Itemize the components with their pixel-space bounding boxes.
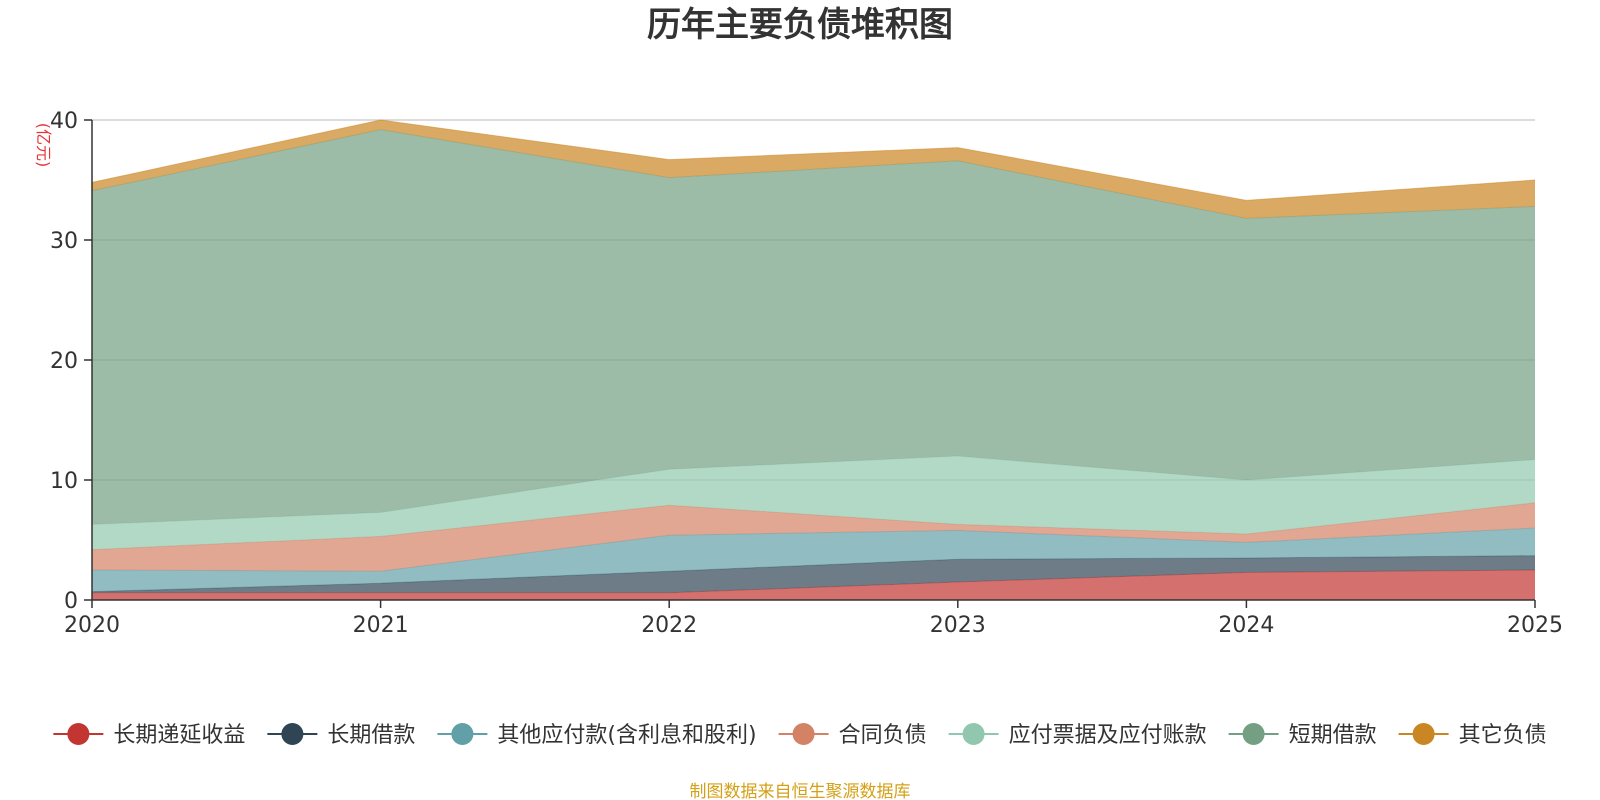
legend-marker-icon [67, 723, 90, 745]
x-axis-ticks: 2020 2021 2022 2023 2024 2025 [64, 600, 1563, 638]
legend-marker-icon [451, 723, 474, 745]
legend-marker-icon [792, 723, 815, 745]
legend-label: 其他应付款(含利息和股利) [497, 723, 756, 748]
area-series-4 [92, 502, 1535, 572]
legend-label: 长期借款 [327, 723, 415, 748]
area-series-3 [92, 528, 1535, 592]
legend-item[interactable]: 其它负债 [1398, 723, 1547, 748]
legend-item[interactable]: 长期借款 [267, 723, 415, 748]
x-tick-label: 2021 [353, 613, 409, 638]
x-tick-label: 2022 [641, 613, 697, 638]
legend-marker-icon [281, 723, 304, 745]
x-tick-label: 2025 [1507, 613, 1563, 638]
legend-label: 其它负债 [1459, 723, 1547, 748]
x-tick-label: 2024 [1218, 613, 1274, 638]
legend-item[interactable]: 长期递延收益 [53, 723, 245, 748]
y-tick-label: 40 [50, 109, 78, 134]
area-series-6 [92, 129, 1535, 525]
y-tick-label: 30 [50, 229, 78, 254]
source-note: 制图数据来自恒生聚源数据库 [690, 782, 911, 800]
legend-marker-icon [1412, 723, 1435, 745]
legend: 长期递延收益 长期借款 其他应付款(含利息和股利) 合同负债 应付票据及应付账款 短期借款… [53, 723, 1547, 748]
legend-item[interactable]: 其他应付款(含利息和股利) [437, 723, 757, 748]
series-areas [91, 119, 1536, 600]
legend-item[interactable]: 合同负债 [778, 723, 927, 748]
legend-marker-icon [962, 723, 985, 745]
y-tick-label: 20 [50, 349, 78, 374]
x-tick-label: 2020 [64, 613, 120, 638]
legend-marker-icon [1242, 723, 1265, 745]
y-axis-unit-label: (亿元) [34, 123, 53, 168]
legend-label: 长期递延收益 [113, 723, 245, 748]
legend-label: 应付票据及应付账款 [1009, 723, 1207, 748]
legend-label: 合同负债 [839, 723, 927, 748]
area-series-5 [92, 456, 1535, 550]
area-series-1 [92, 570, 1535, 600]
y-tick-label: 10 [50, 469, 78, 494]
area-series-7 [92, 120, 1535, 219]
legend-item[interactable]: 短期借款 [1228, 723, 1377, 748]
chart-title: 历年主要负债堆积图 [647, 5, 953, 45]
y-tick-label: 0 [64, 589, 78, 614]
legend-item[interactable]: 应付票据及应付账款 [948, 723, 1207, 748]
area-series-2 [92, 555, 1535, 593]
area-series-edge-7 [91, 119, 1536, 201]
legend-label: 短期借款 [1289, 723, 1377, 748]
y-axis-ticks: 0 10 20 30 40 [50, 109, 92, 614]
x-tick-label: 2023 [930, 613, 986, 638]
